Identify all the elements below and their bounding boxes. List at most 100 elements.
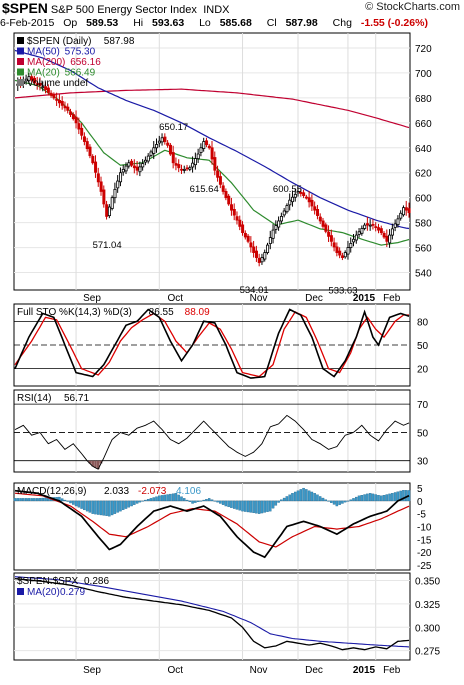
macd-hist-bar — [188, 500, 192, 502]
quote-date: 6-Feb-2015 — [0, 17, 55, 29]
macd-y-tick: 0 — [417, 497, 423, 508]
candle-body — [243, 232, 247, 238]
macd-hist-bar — [402, 490, 405, 502]
candle-body — [132, 165, 136, 169]
price-legend-label: MA(20) — [27, 68, 60, 79]
candle-body — [385, 235, 389, 242]
macd-hist-bar — [205, 499, 208, 502]
candle-body — [38, 83, 42, 86]
macd-hist-bar — [249, 500, 253, 513]
macd-hist-bar — [16, 498, 20, 502]
candle-body — [77, 123, 81, 130]
change-label: Chg — [332, 17, 352, 29]
price-y-tick: 540 — [415, 269, 432, 280]
candle-body — [346, 247, 350, 255]
candle-body — [163, 136, 167, 142]
candle-body — [227, 195, 231, 205]
macd-hist-bar — [227, 500, 230, 508]
candle-body — [360, 228, 364, 234]
macd-hist-bar — [116, 500, 119, 513]
candle-body — [402, 207, 406, 216]
candle-body — [207, 145, 211, 149]
candle-body — [74, 116, 78, 124]
candle-body — [105, 204, 109, 217]
candle-body — [182, 169, 186, 171]
price-x-month: Nov — [250, 293, 268, 304]
macd-hist-bar — [252, 500, 255, 514]
price-x-month: Feb — [383, 293, 401, 304]
candle-body — [274, 225, 278, 230]
candle-body — [124, 165, 128, 172]
legend-swatch — [17, 47, 24, 55]
index-name: S&P 500 Energy Sector Index — [50, 4, 197, 16]
rsi-y-tick: 30 — [417, 457, 429, 468]
candle-body — [216, 170, 220, 178]
macd-hist-bar — [260, 500, 264, 514]
candle-body — [291, 196, 295, 203]
macd-legend-value: 2.033 — [104, 486, 129, 497]
candle-body — [85, 141, 89, 150]
rsi-line — [14, 414, 410, 470]
candle-body — [304, 196, 308, 199]
macd-hist-bar — [135, 500, 139, 504]
low-value: 585.68 — [219, 17, 252, 29]
candle-body — [235, 216, 239, 221]
macd-hist-bar — [13, 498, 17, 502]
ratio-y-tick: 0.325 — [415, 600, 440, 611]
candle-body — [246, 235, 250, 242]
candle-body — [282, 210, 286, 216]
candle-body — [119, 172, 123, 183]
candle-body — [354, 234, 358, 241]
macd-hist-bar — [318, 496, 322, 502]
macd-hist-bar — [377, 495, 380, 502]
legend-swatch — [17, 68, 24, 76]
source-credit[interactable]: © StockCharts.com — [365, 1, 460, 13]
candle-body — [399, 212, 403, 219]
candle-body — [379, 228, 383, 234]
macd-hist-bar — [149, 498, 153, 502]
macd-hist-bar — [230, 500, 233, 508]
candle-body — [210, 147, 214, 160]
macd-hist-bar — [210, 499, 214, 502]
macd-hist-bar — [269, 500, 272, 512]
macd-hist-bar — [277, 500, 280, 503]
candle-body — [324, 224, 328, 232]
macd-hist-bar — [341, 500, 344, 504]
macd-hist-bar — [19, 498, 22, 502]
macd-hist-bar — [108, 500, 111, 517]
macd-hist-bar — [382, 495, 386, 502]
macd-hist-bar — [355, 496, 358, 502]
candle-body — [357, 231, 361, 235]
macd-line — [14, 489, 410, 559]
candle-body — [302, 192, 306, 197]
macd-hist-bar — [280, 499, 283, 502]
macd-hist-bar — [368, 493, 372, 502]
candle-body — [44, 86, 48, 90]
candle-body — [49, 92, 53, 96]
sto-legend-label: Full STO %K(14,3) %D(3) — [17, 307, 132, 318]
macd-hist-bar — [282, 497, 286, 502]
macd-y-tick: -10 — [417, 523, 432, 534]
macd-hist-bar — [35, 498, 39, 502]
candle-body — [263, 252, 267, 260]
macd-hist-bar — [310, 491, 314, 502]
candle-body — [71, 114, 75, 120]
macd-hist-bar — [307, 490, 311, 502]
macd-hist-bar — [321, 497, 325, 502]
candle-body — [160, 137, 164, 143]
macd-hist-bar — [255, 500, 258, 514]
price-legend-label: Volume undef — [27, 78, 88, 89]
macd-hist-bar — [171, 493, 175, 502]
candle-body — [277, 220, 281, 228]
candle-body — [185, 167, 189, 170]
macd-hist-bar — [305, 489, 308, 502]
macd-hist-bar — [196, 500, 200, 502]
macd-hist-bar — [213, 500, 217, 502]
candle-body — [266, 244, 270, 253]
ratio-y-tick: 0.300 — [415, 623, 440, 634]
candle-body — [102, 189, 106, 205]
macd-hist-bar — [163, 494, 167, 502]
ticker-symbol: $SPEN — [2, 0, 48, 16]
price-legend-value: 566.49 — [65, 68, 96, 79]
ratio-x-month: Oct — [168, 665, 184, 676]
